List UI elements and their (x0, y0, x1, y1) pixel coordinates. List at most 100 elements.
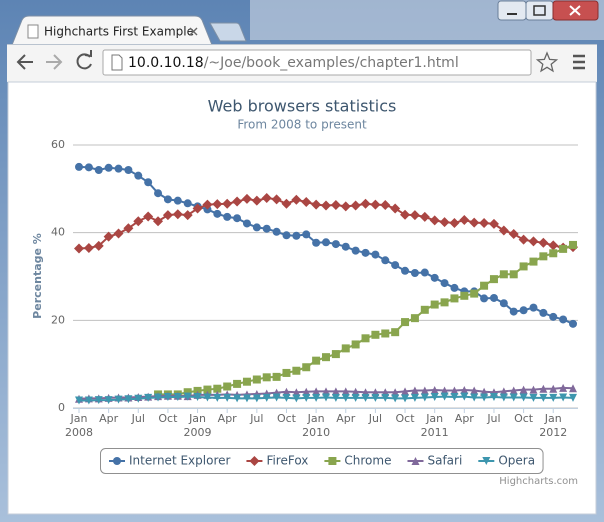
menu-button[interactable] (573, 54, 585, 70)
marker (341, 387, 350, 396)
maximize-button[interactable] (525, 0, 554, 21)
close-icon (569, 5, 581, 16)
marker (302, 230, 311, 239)
maximize-icon (533, 5, 546, 16)
legend-label: Internet Explorer (129, 454, 230, 468)
tab-title: Highcharts First Example (44, 25, 194, 39)
y-tick-label: 20 (51, 313, 65, 326)
marker (302, 387, 311, 396)
marker (242, 219, 251, 228)
marker (480, 294, 489, 303)
legend-label: Chrome (344, 454, 391, 468)
x-tick-label: Jul (131, 412, 145, 425)
marker (559, 244, 568, 253)
marker (272, 372, 281, 381)
marker (233, 379, 242, 388)
marker (509, 393, 518, 402)
legend-item[interactable]: Safari (407, 454, 462, 468)
marker (328, 457, 337, 465)
x-year-label: 2010 (302, 426, 330, 439)
marker (93, 240, 104, 251)
marker (391, 328, 400, 337)
marker (529, 303, 538, 312)
marker (480, 393, 489, 402)
tab[interactable] (11, 15, 213, 46)
bookmark-star[interactable] (535, 51, 559, 73)
marker (460, 392, 469, 401)
marker (212, 199, 223, 210)
x-tick-label: Jan (188, 412, 206, 425)
url: 10.0.10.18/~Joe/book_examples/chapter1.h… (128, 55, 459, 71)
marker (281, 198, 292, 209)
legend-item[interactable]: Internet Explorer (109, 454, 230, 468)
marker (410, 314, 419, 323)
x-year-label: 2009 (184, 426, 212, 439)
marker (480, 281, 489, 290)
marker (499, 270, 508, 279)
legend: Internet Explorer FireFox Chrome Safari Oper… (100, 448, 544, 474)
marker (134, 171, 143, 180)
marker (262, 373, 271, 382)
y-tick-label: 60 (51, 138, 65, 151)
marker (103, 231, 114, 242)
marker (440, 279, 449, 288)
marker (350, 200, 361, 211)
legend-item[interactable]: FireFox (246, 454, 308, 468)
close-stroke (189, 27, 198, 36)
marker (371, 250, 380, 259)
marker (381, 393, 390, 402)
marker (460, 386, 469, 395)
marker (134, 394, 143, 403)
marker (124, 165, 133, 174)
x-year-label: 2012 (539, 426, 567, 439)
marker (449, 218, 460, 229)
marker (509, 386, 518, 395)
chart: Web browsers statistics From 2008 to pre… (31, 97, 578, 487)
marker (479, 218, 490, 229)
marker (143, 211, 154, 222)
marker (282, 368, 291, 377)
x-tick-label: Oct (396, 412, 416, 425)
marker (340, 201, 351, 212)
marker (154, 393, 163, 402)
marker (529, 393, 538, 402)
marker (163, 393, 172, 402)
forward-button[interactable] (46, 54, 63, 70)
marker (75, 396, 83, 405)
marker (104, 163, 113, 172)
marker (84, 396, 93, 405)
marker (173, 196, 182, 205)
marker (539, 393, 548, 402)
marker (292, 231, 301, 240)
marker (498, 225, 509, 236)
marker (162, 210, 173, 221)
marker (519, 385, 528, 394)
marker (361, 334, 370, 343)
marker (440, 386, 449, 395)
reload-button[interactable] (76, 50, 92, 70)
marker (390, 203, 401, 214)
marker (223, 393, 232, 402)
address-bar[interactable] (102, 49, 532, 76)
marker (569, 393, 577, 402)
marker (489, 393, 498, 402)
back-button[interactable] (16, 54, 33, 70)
marker (482, 457, 491, 465)
new-tab-button[interactable] (209, 22, 247, 42)
marker (84, 163, 93, 172)
legend-label: FireFox (266, 454, 308, 468)
legend-item[interactable]: Opera (478, 454, 535, 468)
marker (549, 312, 558, 321)
marker (401, 387, 410, 396)
x-year-label: 2008 (65, 426, 93, 439)
marker (450, 283, 459, 292)
tab-close[interactable] (189, 27, 198, 36)
chart-subtitle: From 2008 to present (237, 118, 367, 132)
marker (311, 199, 322, 210)
minimize-button[interactable] (497, 0, 527, 21)
marker (440, 392, 449, 401)
marker (450, 294, 459, 303)
legend-item[interactable]: Chrome (324, 454, 391, 468)
marker (400, 209, 411, 220)
